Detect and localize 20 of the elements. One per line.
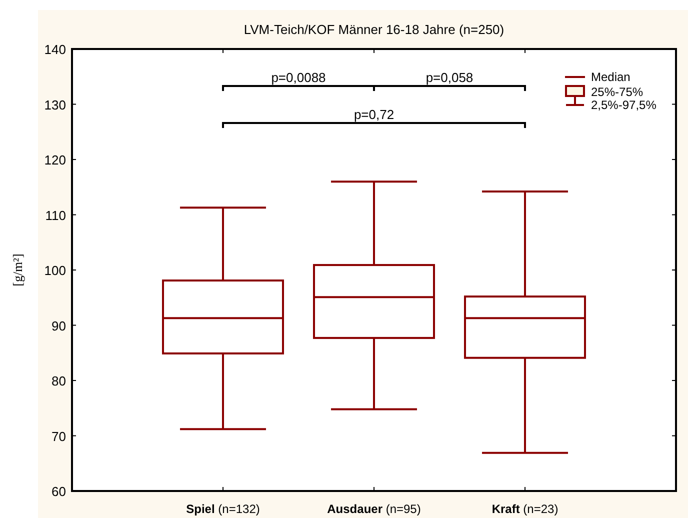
x-tick-label: Kraft (n=23)	[492, 502, 558, 516]
y-tick-label: 140	[44, 42, 66, 57]
y-tick-label: 90	[52, 318, 66, 334]
y-axis-title: [g/m²]	[10, 254, 25, 286]
y-tick-label: 100	[44, 263, 66, 278]
y-tick-label: 60	[52, 484, 66, 499]
y-tick-label: 120	[44, 152, 66, 168]
x-tick-label: Ausdauer (n=95)	[327, 502, 421, 516]
y-tick-label: 110	[45, 208, 66, 223]
annotation: p=0,72	[354, 107, 394, 122]
annotation: p=0,058	[426, 70, 474, 86]
annotation: p=0,0088	[271, 70, 326, 86]
chart-title: LVM-Teich/KOF Männer 16-18 Jahre (n=250)	[244, 22, 504, 37]
annotation: 25%-75%	[591, 85, 644, 99]
annotation: Median	[591, 70, 630, 84]
x-tick-label: Spiel (n=132)	[186, 502, 260, 516]
y-tick-label: 70	[52, 428, 66, 444]
annotation: 2,5%-97,5%	[591, 98, 657, 112]
y-tick-label: 80	[52, 374, 66, 388]
y-tick-label: 130	[44, 97, 66, 112]
